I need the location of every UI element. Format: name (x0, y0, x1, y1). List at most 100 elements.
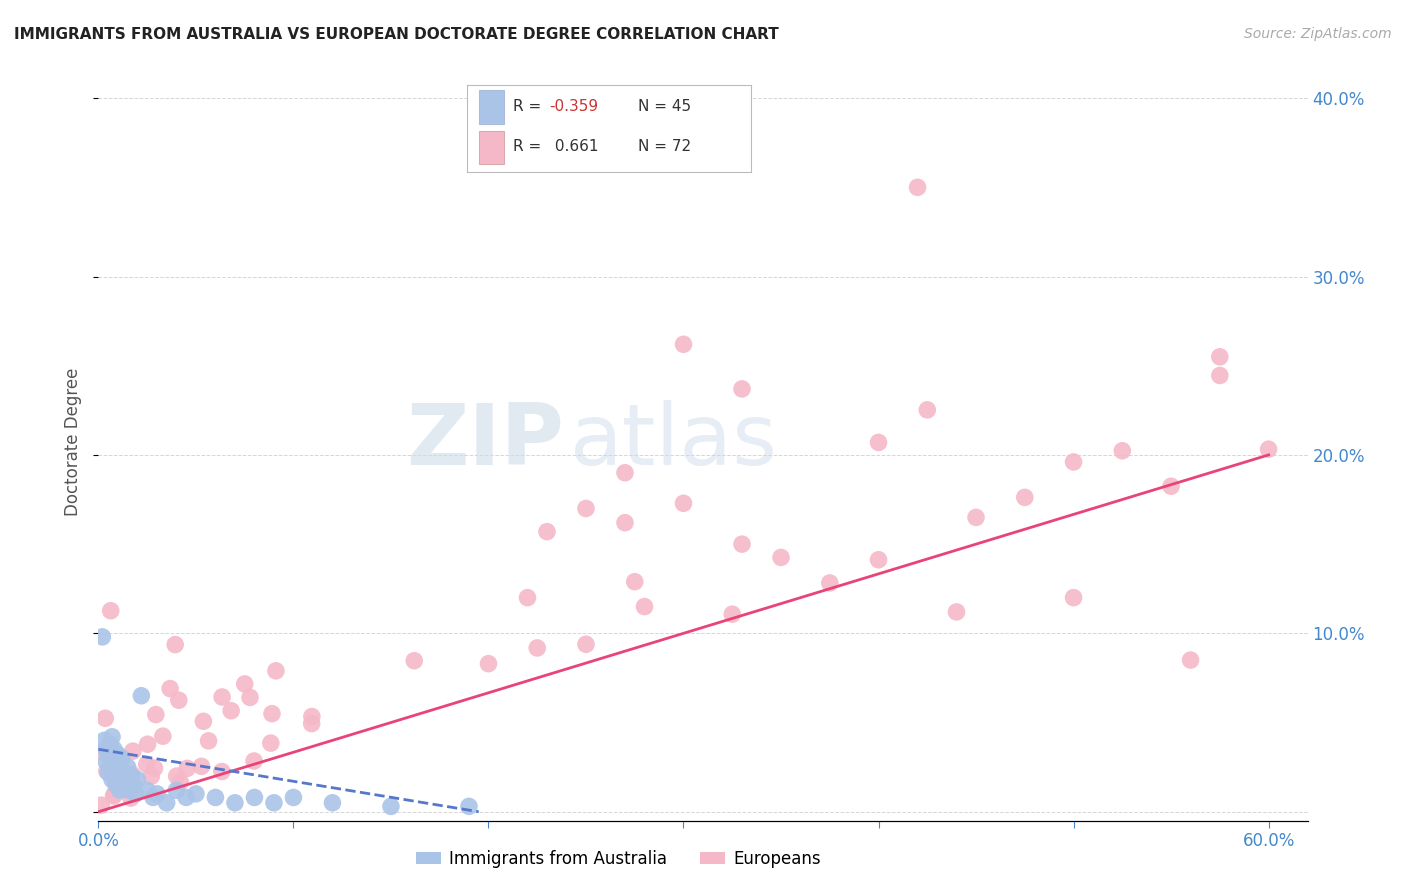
Point (219, 704, 242, 718)
Point (142, 790, 165, 805)
Point (907, 180, 929, 194)
Point (301, 716, 323, 731)
Point (104, 755, 127, 769)
Point (1063, 455, 1085, 469)
Point (818, 576, 841, 591)
Point (260, 706, 283, 721)
Point (633, 599, 655, 614)
Point (283, 790, 305, 805)
Point (93, 745, 115, 759)
Point (103, 769, 125, 783)
Point (211, 764, 233, 779)
Point (167, 693, 190, 707)
Point (104, 778, 127, 792)
Point (122, 778, 145, 792)
Point (672, 496, 695, 510)
Point (108, 768, 131, 782)
Point (145, 707, 167, 722)
Point (264, 664, 287, 678)
Point (614, 516, 637, 530)
Point (917, 402, 939, 417)
Point (190, 759, 212, 773)
Point (243, 754, 266, 768)
Point (96, 755, 118, 769)
Point (135, 757, 157, 772)
Point (136, 783, 159, 797)
Point (575, 637, 598, 651)
Text: Source: ZipAtlas.com: Source: ZipAtlas.com (1244, 27, 1392, 41)
Point (112, 765, 135, 780)
Point (526, 640, 548, 655)
Point (165, 783, 187, 797)
Point (165, 638, 187, 652)
Point (1257, 442, 1279, 457)
Point (101, 772, 124, 787)
Point (233, 677, 256, 691)
Point (122, 744, 145, 758)
Point (120, 791, 142, 805)
Point (516, 591, 538, 605)
Point (98, 760, 121, 774)
Point (156, 796, 179, 810)
Point (103, 788, 125, 802)
Point (93, 733, 115, 747)
Point (98, 737, 121, 751)
Point (107, 747, 129, 762)
Point (107, 772, 129, 787)
Point (121, 769, 143, 783)
Point (243, 790, 266, 805)
Point (868, 435, 890, 450)
Point (146, 787, 169, 801)
Point (97, 765, 120, 780)
Point (96, 742, 118, 756)
Point (124, 787, 146, 801)
Point (1160, 479, 1182, 493)
Point (100, 604, 122, 618)
Point (96, 764, 118, 779)
Point (536, 524, 558, 539)
Point (108, 783, 131, 797)
Point (477, 657, 499, 671)
Point (143, 761, 166, 775)
Point (672, 337, 695, 351)
Point (169, 775, 191, 789)
Point (1209, 350, 1232, 364)
Point (321, 796, 343, 810)
Point (404, 654, 426, 668)
Point (731, 382, 754, 396)
Point (1209, 368, 1232, 383)
Point (263, 796, 285, 810)
Text: atlas: atlas (569, 400, 778, 483)
Point (101, 751, 124, 765)
Point (301, 709, 323, 723)
Point (117, 760, 139, 774)
Point (965, 510, 987, 524)
Point (121, 767, 143, 781)
Point (159, 681, 181, 696)
Point (108, 760, 131, 774)
Point (204, 790, 226, 805)
Point (260, 736, 283, 750)
Point (103, 742, 125, 756)
Point (118, 783, 141, 797)
Point (575, 501, 598, 516)
Point (141, 769, 163, 783)
Point (1180, 653, 1202, 667)
Point (184, 787, 207, 801)
Point (380, 799, 402, 814)
Point (166, 769, 188, 783)
Point (103, 789, 125, 803)
Point (239, 690, 262, 705)
Point (152, 729, 174, 743)
Point (945, 605, 967, 619)
Point (97, 747, 120, 762)
Point (731, 537, 754, 551)
Point (1063, 591, 1085, 605)
Point (193, 714, 215, 729)
Point (769, 550, 792, 565)
Point (174, 790, 197, 805)
Point (224, 796, 246, 810)
Point (131, 689, 153, 703)
Point (90, 798, 112, 813)
Y-axis label: Doctorate Degree: Doctorate Degree (65, 368, 83, 516)
